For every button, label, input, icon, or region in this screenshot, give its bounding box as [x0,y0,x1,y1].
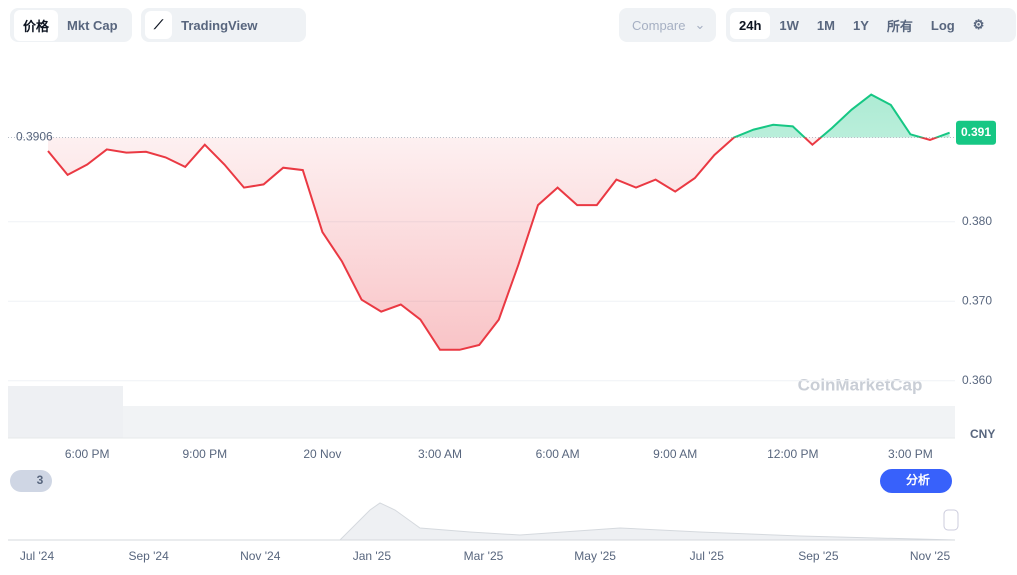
price-line-down [47,137,940,351]
settings[interactable]: ⚙ [972,17,985,32]
navigator-label: Nov '24 [240,549,281,563]
last-price-label: 0.391 [961,125,991,139]
price-line-up [732,93,950,138]
navigator-label: Jul '24 [20,549,55,563]
volume-bars [123,406,955,438]
badge-count: 3 [37,473,44,487]
analyze-label: 分析 [906,472,930,487]
navigator-label: Sep '25 [798,549,839,563]
x-tick-label: 3:00 AM [418,447,462,461]
navigator [8,502,956,541]
navigator-label: May '25 [574,549,616,563]
y-tick-label: 0.380 [962,214,992,228]
range-tab[interactable]: 1M [816,17,835,33]
x-tick-label: 9:00 AM [653,447,697,461]
range-tabs: 24h 1W 1M 1Y 所有 Log ⚙ [726,8,1016,42]
last-price-tag [956,120,996,145]
watermark: CoinMarketCap [798,375,923,394]
currency: CNY [970,427,995,441]
x-tick-label: 9:00 PM [182,447,227,461]
price-tab[interactable]: 价格 [14,9,59,41]
compare-btn[interactable]: Compare [632,17,686,33]
log-toggle[interactable]: Log [930,17,955,33]
range-tab[interactable]: 1W [779,17,799,33]
range-tab[interactable]: 1Y [852,17,869,33]
x-tick-label: 12:00 PM [767,447,818,461]
navigator-label: Sep '24 [128,549,169,563]
navigator-handle[interactable] [943,509,959,531]
line-icon[interactable]: ⟋ [145,11,173,39]
compare: Compare ⌄ [619,8,716,42]
chart-tools: ⟋ TradingView [141,8,306,42]
x-tick-label: 6:00 AM [536,447,580,461]
x-tick-label: 6:00 PM [65,447,110,461]
navigator-label: Jul '25 [690,549,725,563]
tradingview[interactable]: TradingView [181,17,258,33]
navigator-label: Mar '25 [464,549,504,563]
mcap-tab[interactable]: Mkt Cap [67,17,118,33]
y-tick-label: 0.370 [962,293,992,307]
baseline-label: 0.3906 [16,130,53,144]
x-tick-label: 20 Nov [303,447,341,461]
view-tabs: 价格 Mkt Cap [10,8,132,42]
volume-bars [8,386,123,438]
x-tick-label: 3:00 PM [888,447,933,461]
badge[interactable] [10,470,52,492]
range-tab[interactable]: 24h [730,11,771,39]
analyze-button[interactable] [880,469,952,493]
y-tick-label: 0.360 [962,373,992,387]
area-down [48,137,950,350]
range-tab[interactable]: 所有 [886,18,913,34]
navigator-label: Jan '25 [353,549,392,563]
navigator-label: Nov '25 [910,549,951,563]
